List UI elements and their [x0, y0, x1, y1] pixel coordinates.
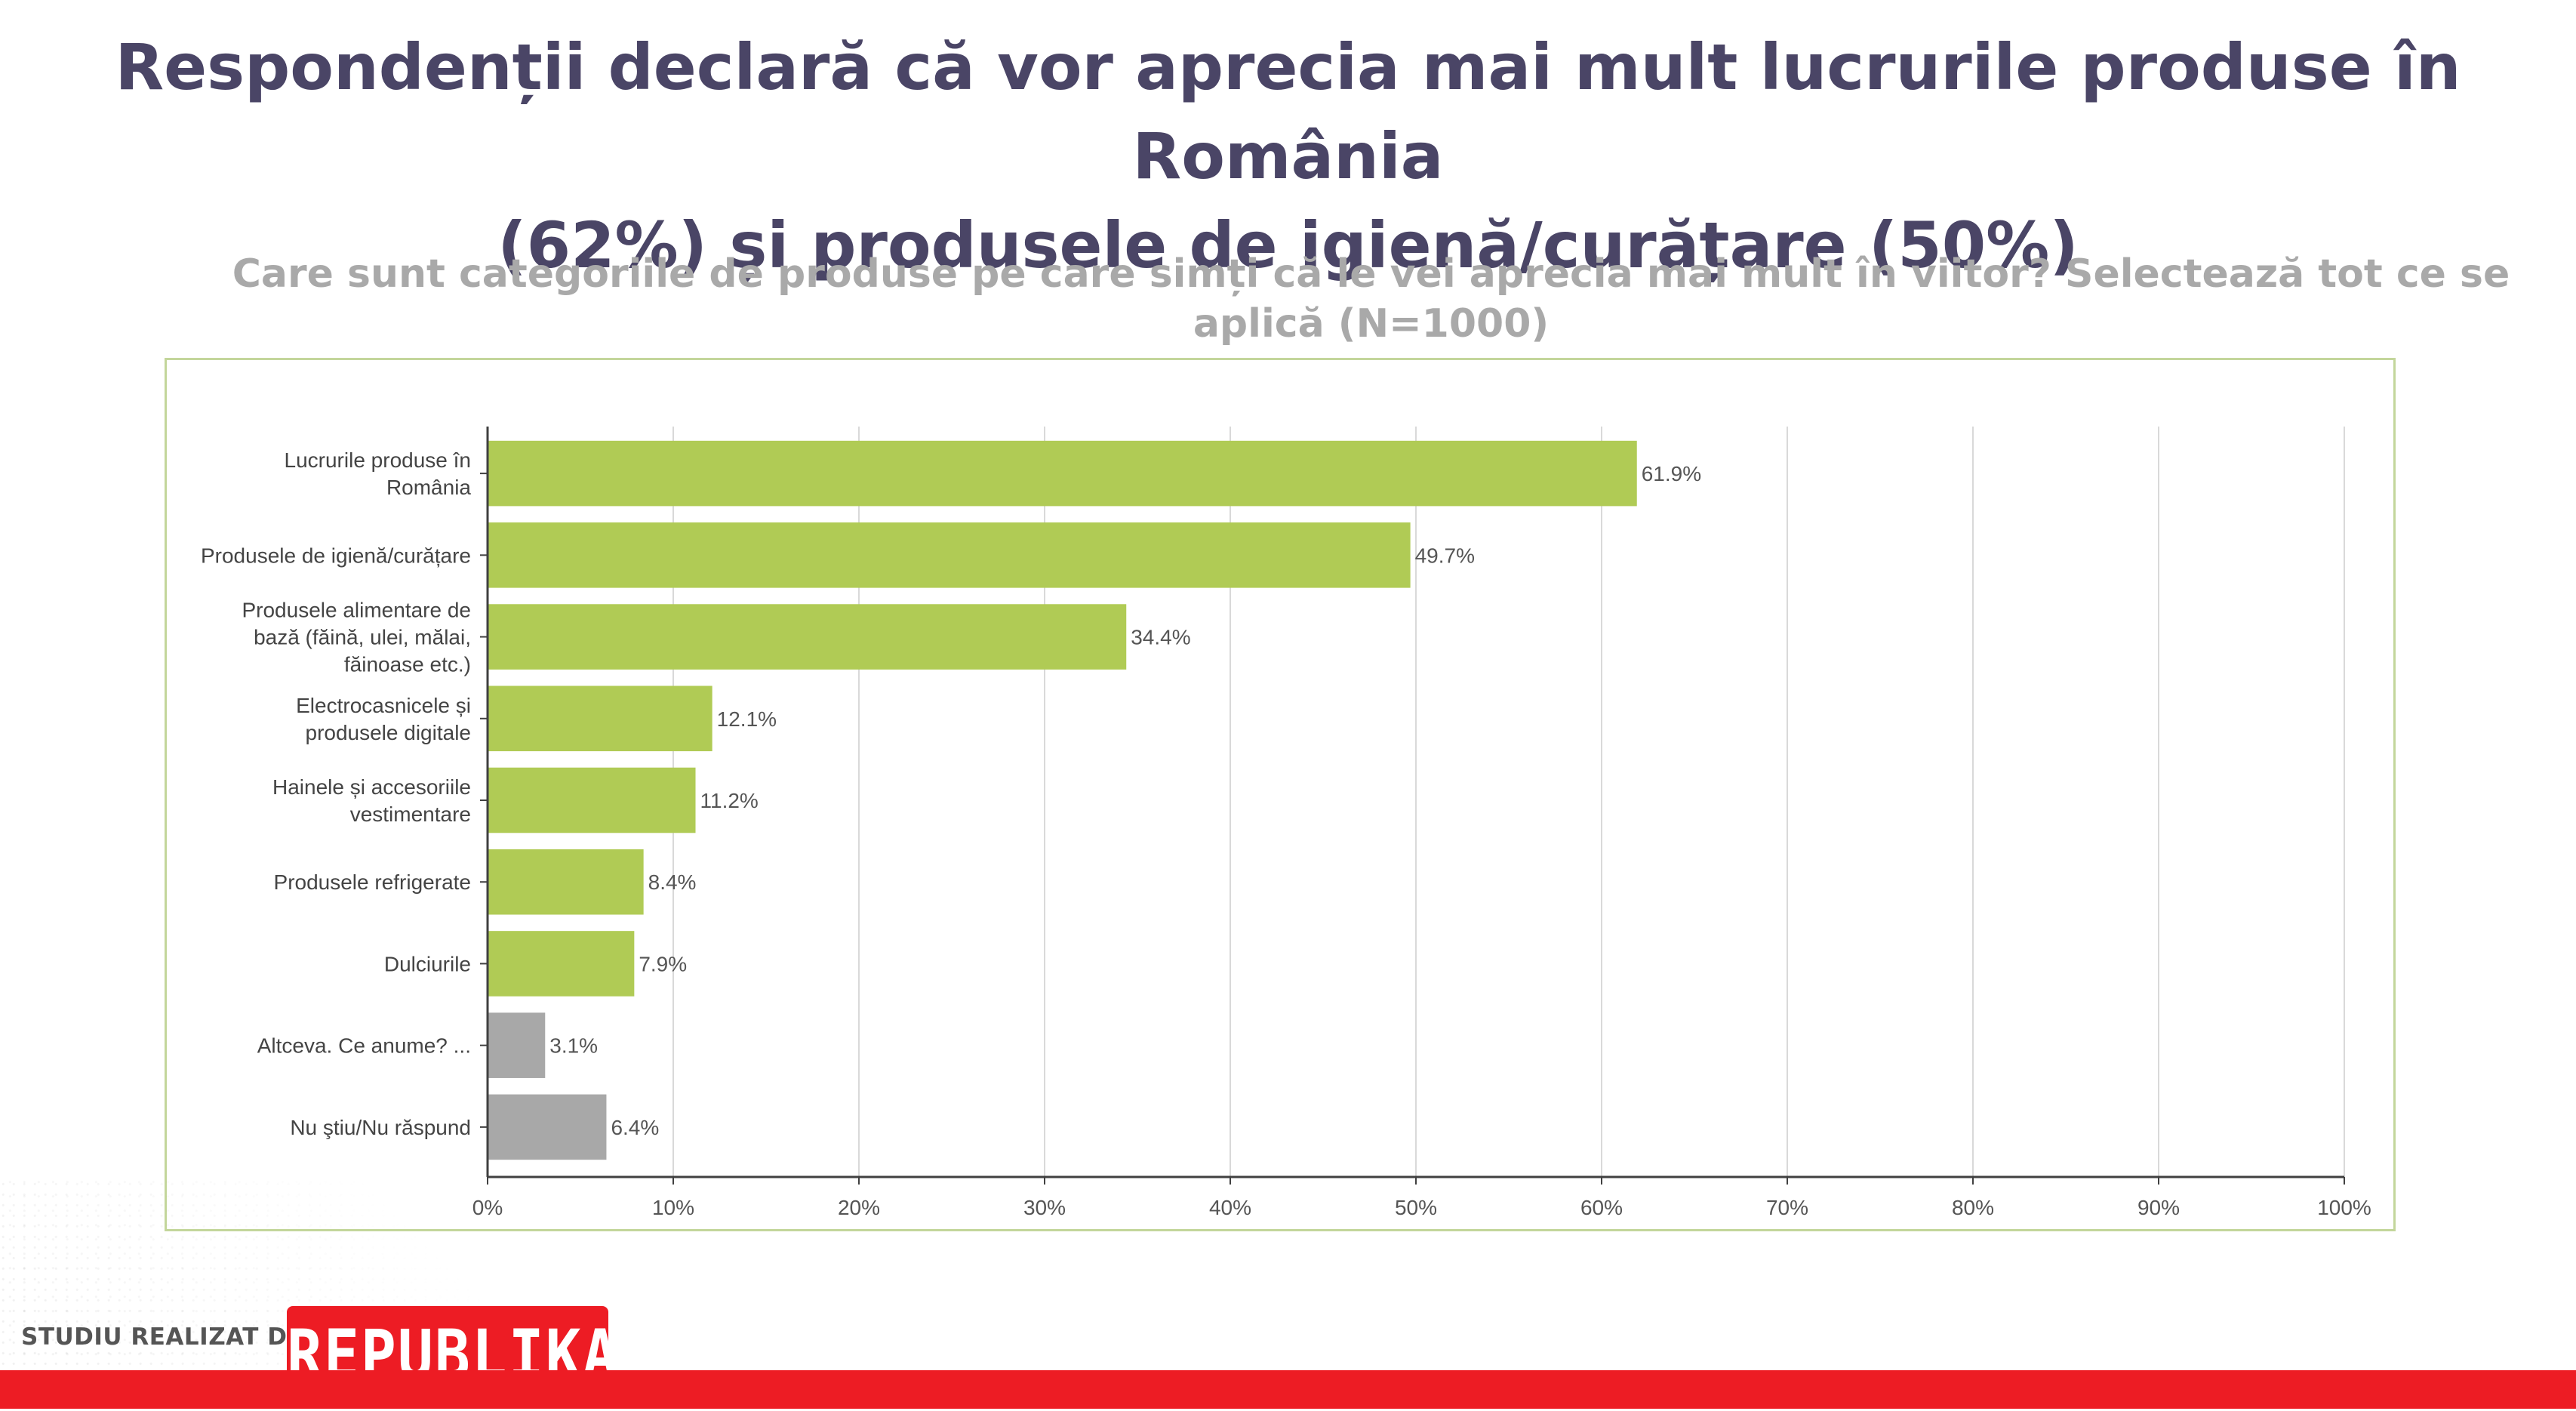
data-label: 6.4%	[611, 1116, 659, 1139]
bar	[488, 440, 1637, 507]
data-label: 3.1%	[549, 1034, 598, 1058]
bar	[488, 604, 1127, 670]
credit-label: STUDIU REALIZAT DE	[21, 1323, 304, 1351]
footer-red-bar	[0, 1370, 2576, 1409]
chart-frame: 61.9% Lucrurile produse în România 49.7% Pro…	[165, 358, 2396, 1231]
x-tick-label: 100%	[2317, 1196, 2371, 1219]
page-title: Respondenții declară că vor aprecia mai …	[0, 23, 2576, 290]
category-label: Hainele și accesoriile vestimentare	[272, 775, 471, 826]
x-tick-label: 50%	[1395, 1196, 1437, 1219]
x-tick-label: 20%	[838, 1196, 880, 1219]
data-label: 49.7%	[1415, 544, 1475, 567]
bar	[488, 1094, 607, 1160]
data-label: 61.9%	[1642, 462, 1701, 485]
category-label: Dulciurile	[384, 952, 471, 975]
page-title-line-2: (62%) și produsele de igienă/curățare (5…	[497, 208, 2079, 282]
bar	[488, 849, 644, 915]
question-subtitle: Care sunt categoriile de produse pe care…	[232, 251, 2510, 347]
x-tick-label: 90%	[2137, 1196, 2180, 1219]
data-label: 12.1%	[717, 707, 777, 731]
category-label: Altceva. Ce anume? ...	[257, 1034, 471, 1058]
data-label: 7.9%	[639, 952, 687, 975]
x-tick-label: 10%	[652, 1196, 694, 1219]
bar	[488, 685, 712, 752]
data-label: 8.4%	[648, 870, 697, 894]
category-label: Electrocasnicele și produsele digitale	[296, 694, 471, 744]
data-label: 34.4%	[1131, 626, 1190, 649]
x-tick-label: 0%	[472, 1196, 503, 1219]
bar	[488, 931, 635, 997]
x-tick-label: 70%	[1766, 1196, 1808, 1219]
bar	[488, 1012, 546, 1078]
bar	[488, 522, 1411, 588]
bar	[488, 767, 696, 833]
category-label: Produsele de igienă/curățare	[201, 544, 471, 567]
category-label: Produsele refrigerate	[274, 870, 471, 894]
x-tick-label: 30%	[1023, 1196, 1066, 1219]
category-label: Nu ştiu/Nu răspund	[290, 1116, 471, 1139]
category-label: Lucrurile produse în România	[285, 448, 472, 499]
x-tick-label: 80%	[1952, 1196, 1994, 1219]
data-label: 11.2%	[700, 789, 759, 812]
category-label: Produsele alimentare de bază (făină, ulei…	[242, 599, 471, 676]
bar-chart: 61.9% Lucrurile produse în România 49.7% Pro…	[201, 427, 2371, 1219]
page-title-line-1: Respondenții declară că vor aprecia mai …	[115, 30, 2461, 193]
x-tick-label: 40%	[1209, 1196, 1251, 1219]
x-tick-label: 60%	[1580, 1196, 1623, 1219]
